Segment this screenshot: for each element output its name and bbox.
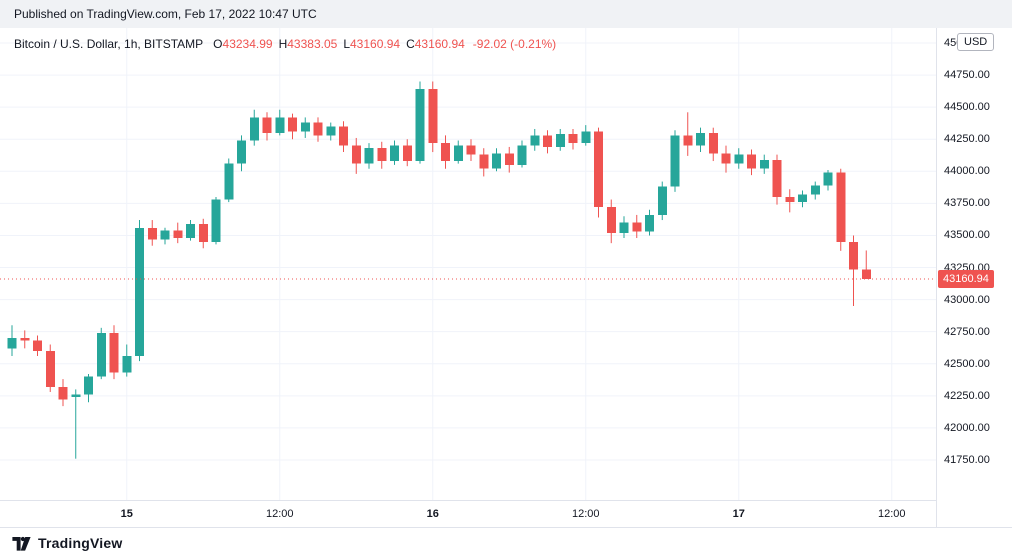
time-axis[interactable]: 15 12:00 16 12:00 17 12:00 [0, 500, 936, 527]
ohlc-close: C43160.94 [406, 37, 465, 51]
chart-region: Bitcoin / U.S. Dollar, 1h, BITSTAMP O4323… [0, 28, 1012, 527]
price-axis-label: 44000.00 [944, 165, 990, 178]
price-axis-label: 42750.00 [944, 325, 990, 338]
publish-banner-text: Published on TradingView.com, Feb 17, 20… [14, 7, 317, 21]
time-axis-label: 12:00 [265, 508, 294, 520]
time-axis-label: 15 [120, 508, 133, 520]
price-axis-label: 43000.00 [944, 293, 990, 306]
tradingview-logo-icon[interactable] [12, 535, 31, 551]
symbol-title[interactable]: Bitcoin / U.S. Dollar, 1h, BITSTAMP [14, 37, 204, 51]
currency-toggle-button[interactable]: USD [957, 33, 995, 51]
price-axis-label: 44250.00 [944, 133, 990, 146]
ohlc-high: H43383.05 [278, 37, 338, 51]
ohlc-low: L43160.94 [343, 37, 401, 51]
time-axis-label: 16 [426, 508, 439, 520]
price-axis-label: 43750.00 [944, 197, 990, 210]
price-axis-label: 42500.00 [944, 357, 990, 370]
price-axis-label: 44500.00 [944, 101, 990, 114]
change-value: -92.02 (-0.21%) [472, 37, 557, 51]
candlestick-chart[interactable] [0, 28, 936, 500]
price-axis-label: 42250.00 [944, 389, 990, 402]
time-axis-label: 12:00 [571, 508, 600, 520]
publish-banner: Published on TradingView.com, Feb 17, 20… [0, 0, 1012, 28]
price-axis-label: 44750.00 [944, 69, 990, 82]
ohlc-open: O43234.99 [213, 37, 273, 51]
price-axis-label: 43500.00 [944, 229, 990, 242]
time-axis-label: 17 [732, 508, 745, 520]
time-axis-label: 12:00 [877, 508, 906, 520]
footer-bar: TradingView [0, 527, 1012, 558]
last-price-badge: 43160.94 [938, 269, 994, 288]
price-axis[interactable]: USD 43160.94 45000.0044750.0044500.00442… [936, 28, 1012, 527]
price-axis-label: 42000.00 [944, 421, 990, 434]
price-axis-label: 41750.00 [944, 453, 990, 466]
chart-legend: Bitcoin / U.S. Dollar, 1h, BITSTAMP O4323… [14, 37, 556, 51]
tradingview-brand[interactable]: TradingView [38, 535, 123, 551]
